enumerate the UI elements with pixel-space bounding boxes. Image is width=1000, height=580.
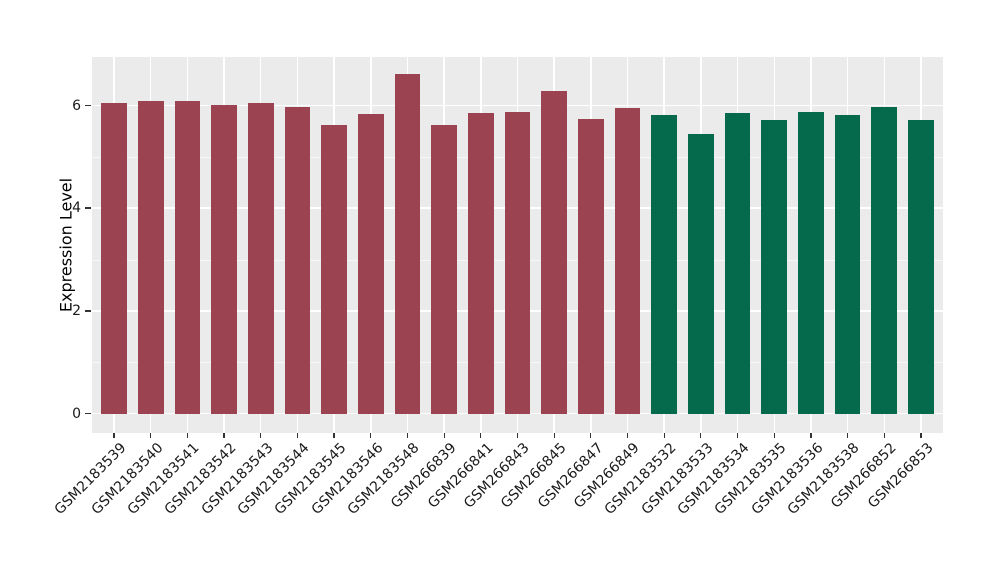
bar-GSM2183545 (321, 124, 347, 414)
bar-GSM2183546 (357, 114, 384, 414)
x-tick-mark-GSM266852 (883, 433, 885, 438)
bar-GSM266847 (578, 118, 604, 414)
x-tick-mark-GSM2183532 (663, 433, 665, 438)
x-tick-mark-GSM2183543 (260, 433, 262, 438)
x-tick-mark-GSM2183545 (333, 433, 335, 438)
x-tick-mark-GSM2183540 (150, 433, 152, 438)
bar-GSM2183548 (394, 74, 421, 414)
bar-GSM2183542 (211, 105, 237, 414)
x-tick-mark-GSM266845 (553, 433, 555, 438)
x-tick-mark-GSM2183535 (773, 433, 775, 438)
x-tick-mark-GSM2183546 (370, 433, 372, 438)
x-tick-mark-GSM2183542 (223, 433, 225, 438)
bar-GSM2183539 (101, 102, 127, 414)
bar-GSM266849 (614, 107, 641, 414)
x-tick-mark-GSM2183541 (186, 433, 188, 438)
bar-GSM2183538 (834, 114, 861, 414)
x-tick-mark-GSM266843 (516, 433, 519, 438)
x-tick-mark-GSM2183534 (736, 433, 739, 438)
bar-GSM266845 (541, 90, 568, 414)
x-tick-mark-GSM2183533 (700, 433, 702, 438)
x-tick-mark-GSM2183548 (406, 433, 409, 438)
bar-GSM266853 (908, 119, 934, 414)
y-tick-mark-4 (85, 207, 91, 209)
x-tick-mark-GSM2183536 (810, 433, 812, 438)
x-tick-mark-GSM266839 (443, 433, 445, 438)
bar-GSM266843 (504, 111, 531, 414)
y-tick-label-2: 2 (72, 302, 81, 319)
y-tick-label-6: 6 (72, 97, 81, 114)
bar-GSM266841 (467, 112, 494, 414)
y-tick-mark-0 (85, 412, 91, 415)
y-tick-mark-6 (85, 104, 91, 107)
x-tick-label-GSM266853: GSM266853 (864, 440, 937, 512)
bar-GSM266839 (431, 124, 457, 414)
bar-GSM2183534 (724, 113, 751, 414)
x-tick-mark-GSM266841 (480, 433, 482, 438)
bar-GSM2183532 (651, 114, 678, 414)
x-tick-mark-GSM266847 (590, 433, 592, 438)
x-tick-mark-GSM266849 (626, 433, 629, 438)
bar-GSM2183543 (247, 103, 274, 414)
y-tick-mark-2 (85, 310, 91, 312)
bar-GSM2183544 (284, 107, 311, 414)
x-tick-mark-GSM2183539 (113, 433, 115, 438)
bar-GSM2183533 (688, 134, 714, 414)
bar-GSM266852 (871, 107, 898, 414)
y-tick-label-0: 0 (72, 405, 81, 422)
y-tick-label-4: 4 (72, 200, 81, 217)
x-tick-mark-GSM2183544 (296, 433, 298, 438)
bar-GSM2183536 (798, 111, 824, 414)
bar-GSM2183541 (174, 100, 201, 414)
bar-GSM2183535 (761, 119, 788, 414)
bar-GSM2183540 (137, 101, 164, 414)
x-tick-mark-GSM266853 (920, 433, 922, 438)
plot-area (92, 57, 943, 433)
x-tick-mark-GSM2183538 (847, 433, 849, 438)
